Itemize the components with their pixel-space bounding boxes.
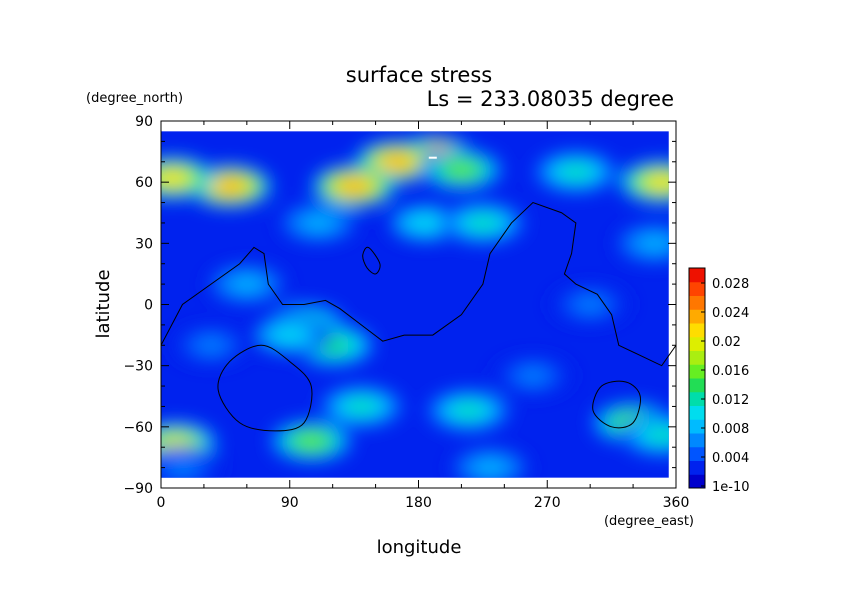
colorbar-swatch (689, 268, 705, 283)
stress-hotspot (577, 298, 603, 311)
contour-dichotomy (160, 201, 677, 367)
stress-hotspot (169, 461, 196, 474)
colorbar-swatch (689, 419, 705, 434)
stress-hotspot (234, 277, 260, 291)
plot-axes: 0 90 180 270 360 90 60 30 0 −30 −60 −90 (123, 114, 689, 511)
colorbar-swatch (689, 446, 705, 461)
y-unit-label: (degree_north) (86, 91, 183, 106)
stress-hotspot (348, 400, 375, 413)
colorbar-swatch (689, 350, 705, 365)
stress-hotspot (455, 404, 482, 417)
x-tick-label: 180 (405, 495, 432, 511)
colorbar-label: 0.028 (712, 277, 749, 292)
colorbar-swatch (689, 391, 705, 406)
contour-hellas (217, 344, 313, 432)
colorbar-swatch (689, 281, 705, 296)
stress-hotspot (641, 236, 668, 250)
stress-hotspot (470, 216, 496, 230)
colorbar-swatch (689, 378, 705, 393)
stress-hotspot (477, 461, 503, 474)
contour-argyre (592, 380, 641, 429)
colorbar: 0.028 0.024 0.02 0.016 0.012 0.008 0.004 1e-10 (688, 267, 750, 495)
stress-hotspot (216, 179, 243, 193)
stress-hotspot (412, 216, 439, 230)
x-unit-label: (degree_east) (604, 514, 694, 529)
contour-tharsis-small (362, 246, 381, 275)
colorbar-label: 0.016 (712, 364, 749, 379)
stress-hotspot (563, 165, 589, 179)
colorbar-label: 0.02 (712, 335, 741, 350)
y-tick-label: 60 (135, 175, 153, 191)
stress-hotspot (341, 179, 367, 193)
stress-hotspot (648, 175, 669, 189)
stress-hotspot (305, 216, 332, 230)
colorbar-swatch (689, 405, 705, 420)
stress-field (161, 131, 669, 478)
x-tick-label: 270 (534, 495, 561, 511)
colorbar-swatch (689, 433, 705, 448)
stress-hotspot (520, 369, 546, 383)
colorbar-swatch (689, 474, 705, 489)
y-tick-label: −30 (123, 359, 153, 375)
topography-contours (160, 201, 677, 432)
stress-hotspot (276, 328, 303, 342)
y-tick-label: 90 (135, 114, 153, 130)
y-tick-label: 30 (135, 236, 153, 252)
colorbar-label: 1e-10 (712, 480, 750, 495)
colorbar-swatch (689, 460, 705, 475)
colorbar-label: 0.004 (712, 451, 749, 466)
stress-hotspot (161, 171, 186, 185)
stress-hotspot (384, 155, 410, 169)
colorbar-swatch (689, 323, 705, 338)
colorbar-frame (688, 267, 706, 489)
stress-hotspot (298, 434, 324, 448)
y-axis-label: latitude (93, 269, 114, 338)
stress-hotspot (162, 436, 189, 450)
field-blobs (161, 136, 669, 478)
stress-hotspot (448, 163, 475, 177)
colorbar-label: 0.024 (712, 306, 749, 321)
y-tick-label: −60 (123, 420, 153, 436)
chart-title: surface stress (346, 63, 492, 87)
x-tick-label: 360 (663, 495, 690, 511)
chart-subtitle: Ls = 233.08035 degree (427, 87, 674, 111)
colorbar-swatch (689, 364, 705, 379)
x-tick-label: 0 (157, 495, 166, 511)
stress-hotspot (648, 428, 669, 442)
stress-hotspot (198, 338, 224, 352)
peak-marker (428, 156, 437, 159)
colorbar-swatch (689, 295, 705, 310)
x-axis-label: longitude (377, 537, 462, 558)
colorbar-label: 0.012 (712, 393, 749, 408)
colorbar-swatch (689, 336, 705, 351)
x-tick-label: 90 (281, 495, 299, 511)
colorbar-swatch (689, 309, 705, 324)
colorbar-label: 0.008 (712, 422, 749, 437)
y-tick-label: −90 (123, 481, 153, 497)
y-tick-label: 0 (144, 298, 153, 314)
